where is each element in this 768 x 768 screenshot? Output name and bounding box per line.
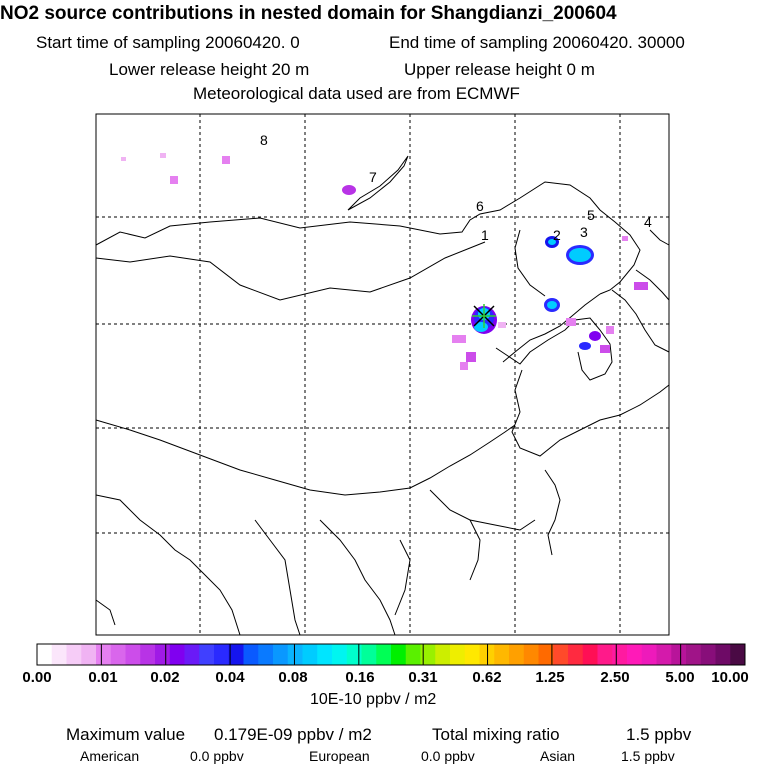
colorbar-swatch xyxy=(96,644,112,665)
colorbar-swatch xyxy=(597,644,613,665)
colorbar-swatch xyxy=(391,644,407,665)
legend-unit: 10E-10 ppbv / m2 xyxy=(310,691,437,708)
grid-lines xyxy=(96,114,669,635)
legend-tick-9: 2.50 xyxy=(600,669,630,686)
colorbar-swatch xyxy=(361,644,377,665)
colorbar-swatch xyxy=(671,644,687,665)
colorbar-swatch xyxy=(302,644,318,665)
colorbar-border xyxy=(36,643,746,666)
region-label-8: 8 xyxy=(260,132,268,148)
colorbar-swatch xyxy=(169,644,185,665)
colorbar-swatch xyxy=(612,644,628,665)
legend-tick-0: 0.00 xyxy=(22,669,52,686)
region-asian-value: 1.5 ppbv xyxy=(621,748,675,764)
region-european-value: 0.0 ppbv xyxy=(421,748,475,764)
region-label-7: 7 xyxy=(369,169,377,185)
legend-tick-2: 0.02 xyxy=(150,669,180,686)
colorbar-swatch xyxy=(155,644,171,665)
colorbar-swatch xyxy=(140,644,156,665)
total-mixing-label: Total mixing ratio xyxy=(432,725,560,744)
legend-tick-8: 1.25 xyxy=(535,669,565,686)
region-label-2: 2 xyxy=(553,227,561,243)
map-frame xyxy=(95,113,670,636)
legend-tick-1: 0.01 xyxy=(88,669,118,686)
max-value-label: Maximum value xyxy=(66,725,186,744)
receptor-marker xyxy=(472,304,496,328)
upper-release-label: Upper release height 0 m xyxy=(404,60,595,79)
legend-tick-3: 0.04 xyxy=(215,669,245,686)
colorbar-swatch xyxy=(214,644,230,665)
colorbar-swatch xyxy=(494,644,510,665)
colorbar-swatch xyxy=(420,644,436,665)
region-american-value: 0.0 ppbv xyxy=(190,748,244,764)
colorbar-swatch xyxy=(509,644,525,665)
region-label-3: 3 xyxy=(580,224,588,240)
colorbar-swatch xyxy=(258,644,274,665)
region-label-1: 1 xyxy=(481,227,489,243)
colorbar-swatch xyxy=(37,644,53,665)
colorbar-swatch xyxy=(582,644,598,665)
colorbar-swatch xyxy=(273,644,289,665)
colorbar-swatch xyxy=(715,644,731,665)
colorbar-swatch xyxy=(184,644,200,665)
colorbar-swatch xyxy=(332,644,348,665)
colorbar-swatch xyxy=(228,644,244,665)
colorbar-swatch xyxy=(464,644,480,665)
colorbar xyxy=(36,643,746,666)
colorbar-swatch xyxy=(568,644,584,665)
coastlines-and-borders xyxy=(95,155,670,636)
colorbar-swatch xyxy=(656,644,672,665)
colorbar-swatch xyxy=(125,644,141,665)
legend-tick-6: 0.31 xyxy=(408,669,438,686)
region-label-4: 4 xyxy=(644,214,652,230)
colorbar-swatch xyxy=(627,644,643,665)
colorbar-swatch xyxy=(346,644,362,665)
region-label-5: 5 xyxy=(587,207,595,223)
colorbar-swatch xyxy=(730,644,746,665)
colorbar-swatch xyxy=(199,644,215,665)
colorbar-swatch xyxy=(405,644,421,665)
legend-tick-10: 5.00 xyxy=(665,669,695,686)
chart-title: NO2 source contributions in nested domai… xyxy=(0,3,617,24)
lower-release-label: Lower release height 20 m xyxy=(109,60,310,79)
total-mixing-value: 1.5 ppbv xyxy=(626,725,692,744)
colorbar-swatch xyxy=(81,644,97,665)
legend-tick-11: 10.00 xyxy=(711,669,749,686)
colorbar-swatch xyxy=(110,644,126,665)
end-time-label: End time of sampling 20060420. 30000 xyxy=(389,33,685,52)
colorbar-swatch xyxy=(450,644,466,665)
colorbar-swatch xyxy=(66,644,82,665)
colorbar-swatch xyxy=(686,644,702,665)
region-american-label: American xyxy=(80,748,140,764)
legend-tick-4: 0.08 xyxy=(278,669,308,686)
colorbar-swatch xyxy=(553,644,569,665)
region-european-label: European xyxy=(309,748,370,764)
colorbar-swatch xyxy=(287,644,303,665)
colorbar-swatch xyxy=(376,644,392,665)
max-value: 0.179E-09 ppbv / m2 xyxy=(214,725,372,744)
colorbar-swatch xyxy=(243,644,259,665)
colorbar-swatch xyxy=(641,644,657,665)
colorbar-swatch xyxy=(317,644,333,665)
colorbar-swatch xyxy=(538,644,554,665)
met-data-label: Meteorological data used are from ECMWF xyxy=(193,84,520,103)
region-labels: 8 7 6 1 2 3 5 4 xyxy=(260,132,652,243)
colorbar-swatch xyxy=(700,644,716,665)
start-time-label: Start time of sampling 20060420. 0 xyxy=(36,33,300,52)
colorbar-swatch xyxy=(435,644,451,665)
legend-tick-5: 0.16 xyxy=(345,669,375,686)
region-label-6: 6 xyxy=(476,198,484,214)
region-asian-label: Asian xyxy=(540,748,576,764)
legend-tick-7: 0.62 xyxy=(472,669,502,686)
colorbar-swatch xyxy=(51,644,67,665)
colorbar-swatch xyxy=(523,644,539,665)
